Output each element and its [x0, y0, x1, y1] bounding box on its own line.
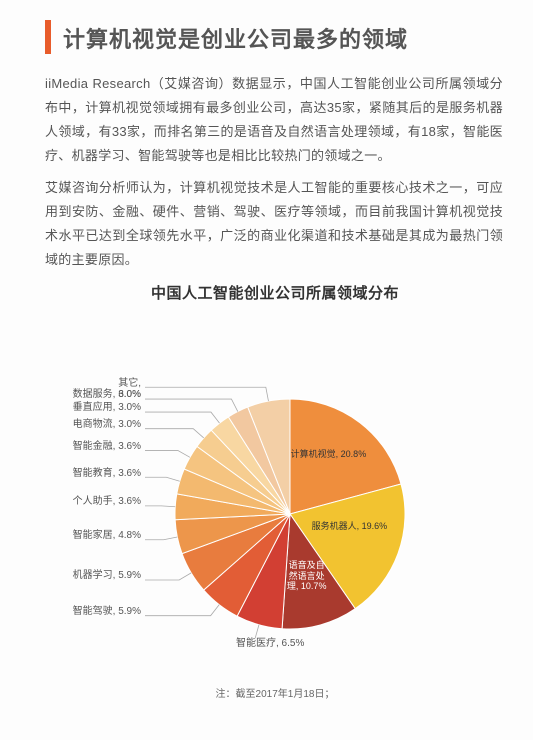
- page-root: 计算机视觉是创业公司最多的领域 iiMedia Research（艾媒咨询）数据…: [0, 0, 533, 740]
- leader-智能驾驶: [145, 605, 219, 616]
- pie-chart-svg: [45, 309, 505, 679]
- accent-bar: [45, 20, 51, 54]
- pie-chart-area: 中国人工智能创业公司所属领域分布 其它,6.0%计算机视觉, 20.8%服务机器…: [45, 282, 505, 712]
- slice-label-电商物流: 电商物流, 3.0%: [31, 419, 141, 431]
- slice-label-服务机器人: 服务机器人, 19.6%: [299, 521, 399, 531]
- slice-label-个人助手: 个人助手, 3.6%: [31, 496, 141, 508]
- leader-智能金融: [145, 451, 190, 458]
- slice-label-语音及自然语言处理: 语音及自然语言处理, 10.7%: [257, 560, 357, 591]
- leader-电商物流: [145, 429, 204, 438]
- leader-个人助手: [145, 506, 175, 507]
- slice-label-数据服务: 数据服务, 3.0%: [31, 389, 141, 401]
- slice-label-智能家居: 智能家居, 4.8%: [31, 530, 141, 542]
- page-title: 计算机视觉是创业公司最多的领域: [63, 22, 503, 54]
- slice-label-智能金融: 智能金融, 3.6%: [31, 441, 141, 453]
- chart-title: 中国人工智能创业公司所属领域分布: [45, 282, 505, 303]
- slice-label-智能教育: 智能教育, 3.6%: [31, 468, 141, 480]
- paragraph-2: 艾媒咨询分析师认为，计算机视觉技术是人工智能的重要核心技术之一，可应用到安防、金…: [45, 176, 503, 272]
- leader-智能家居: [145, 537, 177, 540]
- slice-label-智能医疗: 智能医疗, 6.5%: [215, 638, 325, 650]
- leader-智能教育: [145, 478, 180, 482]
- leader-机器学习: [145, 573, 191, 580]
- slice-label-垂直应用: 垂直应用, 3.0%: [31, 402, 141, 414]
- leader-垂直应用: [145, 412, 220, 423]
- slice-label-计算机视觉: 计算机视觉, 20.8%: [278, 449, 378, 459]
- leader-智能医疗: [255, 625, 259, 638]
- leader-数据服务: [145, 399, 238, 411]
- paragraph-1: iiMedia Research（艾媒咨询）数据显示，中国人工智能创业公司所属领…: [45, 72, 503, 168]
- chart-footnote: 注：截至2017年1月18日；: [45, 685, 505, 700]
- slice-label-机器学习: 机器学习, 5.9%: [31, 570, 141, 582]
- slice-label-智能驾驶: 智能驾驶, 5.9%: [31, 606, 141, 618]
